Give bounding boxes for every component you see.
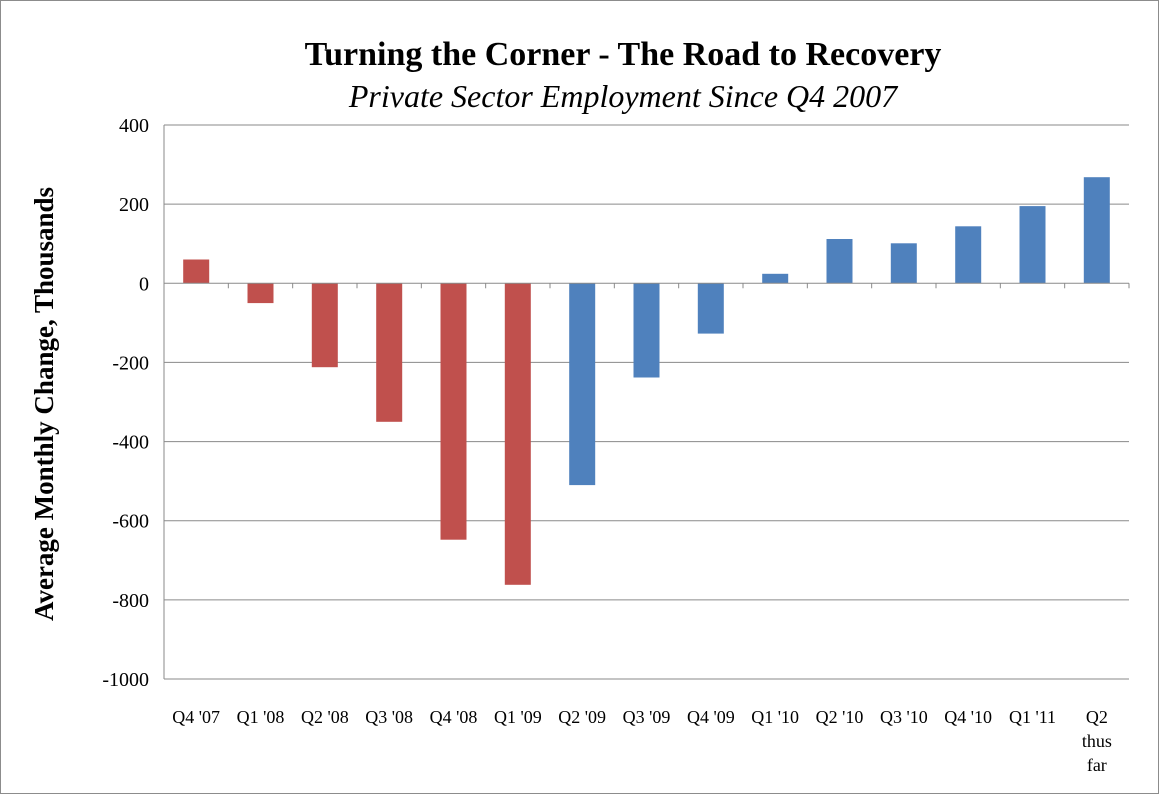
bar — [955, 226, 982, 284]
bar — [247, 283, 274, 304]
y-tick-label: -200 — [112, 352, 149, 374]
x-tick-label: Q3 '08 — [365, 707, 413, 727]
bar — [1019, 206, 1046, 284]
x-tick-label: Q2 '08 — [301, 707, 349, 727]
chart-title: Turning the Corner - The Road to Recover… — [305, 36, 942, 73]
y-tick-label: -800 — [112, 590, 149, 612]
x-tick-label: Q2 thus far — [1082, 707, 1112, 775]
bar — [311, 283, 338, 368]
bar — [569, 283, 596, 486]
x-tick-label: Q4 '09 — [687, 707, 735, 727]
x-tick-label: Q4 '08 — [430, 707, 478, 727]
x-tick-label: Q1 '08 — [237, 707, 285, 727]
x-tick-labels: Q4 '07 Q1 '08 Q2 '08 Q3 '08 Q4 '08 Q1 '09 Q2 '… — [172, 707, 1112, 775]
bars — [183, 177, 1110, 585]
bar — [1083, 177, 1110, 284]
y-tick-label: -1000 — [102, 669, 149, 691]
y-tick-label: 400 — [119, 115, 149, 137]
y-tick-labels: 400 200 0 -200 -400 -600 -800 -1000 — [102, 115, 149, 691]
bar — [440, 283, 467, 540]
x-tick-label: Q3 '09 — [623, 707, 671, 727]
bar — [376, 283, 403, 422]
bar — [504, 283, 531, 585]
y-tick-label: 0 — [139, 273, 149, 295]
y-tick-label: -400 — [112, 432, 149, 454]
x-tick-label: Q1 '11 — [1009, 707, 1056, 727]
y-tick-label: -600 — [112, 511, 149, 533]
x-tick-label: Q4 '10 — [944, 707, 992, 727]
chart-subtitle: Private Sector Employment Since Q4 2007 — [348, 78, 899, 114]
x-tick-label: Q4 '07 — [172, 707, 220, 727]
bar — [762, 273, 789, 284]
bar — [183, 259, 210, 284]
x-tick-label: Q3 '10 — [880, 707, 928, 727]
x-tick-label: Q2 '10 — [816, 707, 864, 727]
x-tick-label: Q2 '09 — [558, 707, 606, 727]
x-tick-label: Q1 '10 — [751, 707, 799, 727]
bar — [890, 243, 917, 284]
y-tick-label: 200 — [119, 194, 149, 216]
gridlines — [164, 124, 1129, 680]
axes — [163, 125, 1130, 679]
x-tick-label: Q1 '09 — [494, 707, 542, 727]
bar — [826, 239, 853, 284]
bar — [697, 283, 724, 334]
y-axis-label: Average Monthly Change, Thousands — [29, 187, 59, 621]
bar — [633, 283, 660, 378]
